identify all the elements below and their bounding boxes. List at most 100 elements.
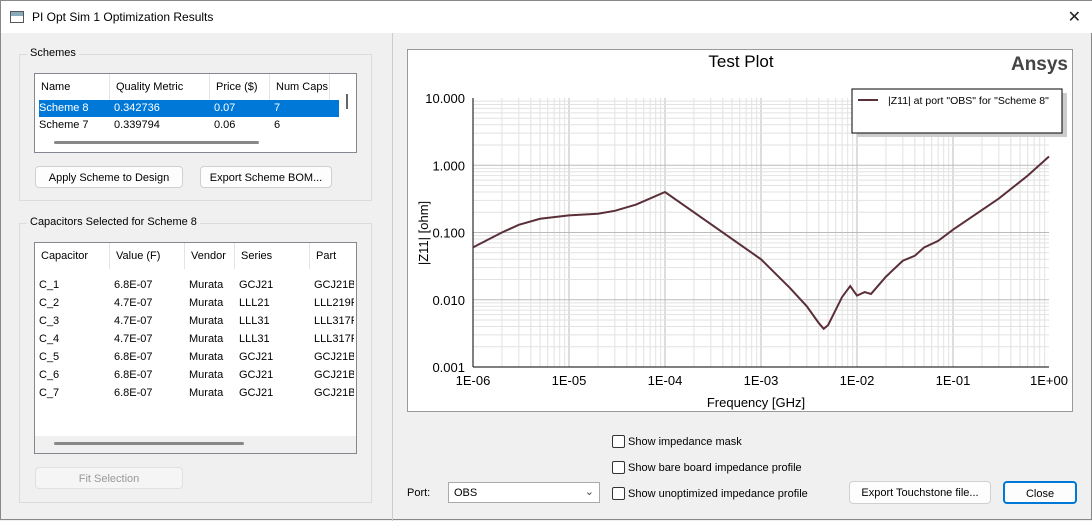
- table-cell: 6.8E-07: [114, 369, 153, 381]
- table-cell: GCJ21: [239, 279, 274, 291]
- series-line: [472, 155, 1050, 331]
- table-cell: Murata: [189, 315, 224, 327]
- column-header[interactable]: Series: [235, 243, 310, 269]
- x-tick-label: 1E-05: [552, 373, 587, 388]
- table-cell: 0.07: [214, 102, 236, 114]
- unoptimized-label: Show unoptimized impedance profile: [628, 487, 808, 500]
- x-tick-label: 1E-01: [936, 373, 971, 388]
- y-tick-label: 10.000: [425, 91, 465, 106]
- horizontal-scrollbar[interactable]: [54, 442, 244, 445]
- table-cell: LLL317R: [314, 315, 354, 327]
- title-bar: PI Opt Sim 1 Optimization Results ✕: [1, 1, 1092, 33]
- column-header[interactable]: Part: [310, 243, 356, 269]
- table-cell: 6.8E-07: [114, 387, 153, 399]
- table-row[interactable]: Scheme 7 0.339794 0.06 6: [39, 117, 339, 134]
- table-cell: GCJ21: [239, 369, 274, 381]
- horizontal-scrollbar[interactable]: [54, 141, 259, 144]
- plot-panel: 1E-06 1E-05 1E-04 1E-03 1E-02 1E-01 1E+00 10.00…: [407, 49, 1073, 412]
- bare-board-checkbox[interactable]: Show bare board impedance profile: [612, 461, 802, 474]
- table-row[interactable]: C_4 4.7E-07 Murata LLL31 LLL317R: [39, 331, 354, 348]
- chevron-down-icon: ⌄: [584, 486, 594, 498]
- table-cell: C_3: [39, 315, 60, 327]
- fit-selection-button[interactable]: Fit Selection: [35, 467, 183, 489]
- checkbox-box[interactable]: [612, 461, 625, 474]
- table-row[interactable]: Scheme 8 0.342736 0.07 7: [39, 100, 339, 117]
- column-header[interactable]: Name: [35, 74, 110, 100]
- checkbox-box[interactable]: [612, 435, 625, 448]
- port-label: Port:: [407, 487, 431, 499]
- column-header[interactable]: Quality Metric: [110, 74, 210, 100]
- table-cell: Scheme 7: [39, 119, 89, 131]
- table-cell: C_5: [39, 351, 60, 363]
- x-tick-label: 1E-06: [456, 373, 491, 388]
- capacitors-list[interactable]: Capacitor Value (F) Vendor Series Part C_1 6.8…: [34, 242, 357, 454]
- schemes-group: [19, 54, 372, 201]
- table-cell: GCJ21: [239, 387, 274, 399]
- table-cell: GCJ21BI: [314, 279, 354, 291]
- table-cell: Murata: [189, 369, 224, 381]
- close-window-icon[interactable]: ✕: [1067, 9, 1081, 26]
- export-bom-button[interactable]: Export Scheme BOM...: [200, 166, 332, 188]
- table-cell: 0.06: [214, 119, 236, 131]
- y-axis-label: |Z11| [ohm]: [416, 201, 431, 265]
- table-cell: Murata: [189, 297, 224, 309]
- table-row[interactable]: C_7 6.8E-07 Murata GCJ21 GCJ21BI: [39, 385, 354, 402]
- table-cell: GCJ21BI: [314, 387, 354, 399]
- table-row[interactable]: C_2 4.7E-07 Murata LLL21 LLL219R: [39, 295, 354, 312]
- table-cell: Murata: [189, 351, 224, 363]
- table-cell: 7: [274, 102, 281, 114]
- schemes-list[interactable]: Name Quality Metric Price ($) Num Caps Schem…: [34, 73, 357, 153]
- impedance-mask-checkbox[interactable]: Show impedance mask: [612, 435, 742, 448]
- column-header[interactable]: Capacitor: [35, 243, 110, 269]
- table-cell: LLL317R: [314, 333, 354, 345]
- table-row[interactable]: C_5 6.8E-07 Murata GCJ21 GCJ21BI: [39, 349, 354, 366]
- table-cell: 0.342736: [114, 102, 160, 114]
- port-select[interactable]: OBS ⌄: [448, 482, 600, 503]
- close-button[interactable]: Close: [1003, 481, 1077, 504]
- table-row[interactable]: C_6 6.8E-07 Murata GCJ21 GCJ21BI: [39, 367, 354, 384]
- column-header[interactable]: Price ($): [210, 74, 270, 100]
- ansys-logo: Ansys: [1011, 54, 1068, 75]
- table-cell: 6.8E-07: [114, 279, 153, 291]
- table-cell: 0.339794: [114, 119, 160, 131]
- table-cell: LLL31: [239, 315, 270, 327]
- table-cell: C_4: [39, 333, 60, 345]
- export-touchstone-button[interactable]: Export Touchstone file...: [849, 481, 991, 504]
- column-header[interactable]: Value (F): [110, 243, 185, 269]
- table-row[interactable]: C_3 4.7E-07 Murata LLL31 LLL317R: [39, 313, 354, 330]
- app-icon: [10, 11, 24, 23]
- table-cell: 4.7E-07: [114, 297, 153, 309]
- table-cell: 4.7E-07: [114, 315, 153, 327]
- y-tick-label: 1.000: [432, 158, 465, 173]
- window-title: PI Opt Sim 1 Optimization Results: [32, 10, 214, 24]
- capacitors-label: Capacitors Selected for Scheme 8: [27, 216, 200, 228]
- table-cell: C_2: [39, 297, 60, 309]
- impedance-mask-label: Show impedance mask: [628, 435, 742, 448]
- table-cell: Murata: [189, 279, 224, 291]
- apply-scheme-button[interactable]: Apply Scheme to Design: [35, 166, 183, 188]
- table-cell: GCJ21BI: [314, 369, 354, 381]
- table-cell: Scheme 8: [39, 102, 89, 114]
- splitter[interactable]: [392, 33, 393, 521]
- x-axis-label: Frequency [GHz]: [707, 395, 805, 410]
- table-cell: LLL219R: [314, 297, 354, 309]
- y-tick-label: 0.100: [432, 226, 465, 241]
- schemes-label: Schemes: [27, 47, 79, 59]
- table-cell: Murata: [189, 387, 224, 399]
- table-cell: 4.7E-07: [114, 333, 153, 345]
- unoptimized-checkbox[interactable]: Show unoptimized impedance profile: [612, 487, 808, 500]
- x-tick-label: 1E-04: [648, 373, 683, 388]
- vertical-scrollbar[interactable]: [346, 94, 348, 109]
- column-header[interactable]: Vendor: [185, 243, 235, 269]
- checkbox-box[interactable]: [612, 487, 625, 500]
- x-tick-label: 1E-03: [744, 373, 779, 388]
- y-tick-label: 0.010: [432, 293, 465, 308]
- chart-title: Test Plot: [708, 52, 773, 71]
- impedance-chart: 1E-06 1E-05 1E-04 1E-03 1E-02 1E-01 1E+00 10.00…: [416, 52, 1068, 410]
- legend: [851, 88, 1063, 134]
- table-cell: LLL21: [239, 297, 270, 309]
- port-value: OBS: [454, 487, 478, 499]
- column-header[interactable]: Num Caps: [270, 74, 330, 100]
- table-cell: C_1: [39, 279, 60, 291]
- table-row[interactable]: C_1 6.8E-07 Murata GCJ21 GCJ21BI: [39, 277, 354, 294]
